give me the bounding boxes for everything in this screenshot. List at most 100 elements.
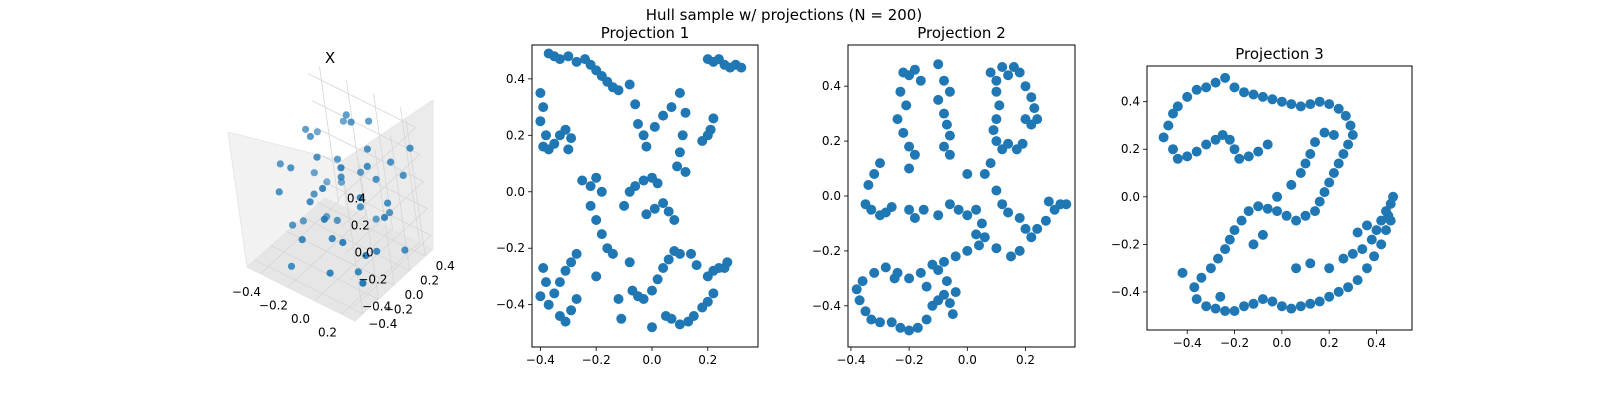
scatter-point: [1305, 298, 1316, 309]
scatter-point: [1003, 207, 1014, 218]
scatter-point: [997, 199, 1008, 210]
figure-suptitle: Hull sample w/ projections (N = 200): [646, 6, 922, 24]
scatter-point: [680, 167, 691, 177]
scatter-point-3d: [287, 262, 296, 270]
scatter-point-3d: [372, 215, 380, 223]
scatter-point: [1220, 306, 1231, 316]
scatter-point: [950, 287, 961, 298]
scatter-point: [1172, 153, 1183, 164]
scatter-point: [866, 314, 877, 325]
scatter-point: [1217, 130, 1228, 140]
scatter-point: [1314, 96, 1325, 107]
scatter-point-3d: [333, 155, 342, 163]
scatter-point: [1201, 139, 1212, 150]
scatter-point: [638, 175, 649, 186]
scatter-point: [1385, 215, 1396, 226]
scatter-point: [1177, 267, 1188, 278]
scatter-point: [1205, 263, 1216, 274]
scatter-point: [666, 313, 677, 324]
x-tick-label: −0.2: [1220, 336, 1249, 350]
scatter-point-3d: [356, 194, 364, 202]
scatter-point: [962, 169, 973, 179]
pane-floor: [246, 197, 434, 322]
grid-line-3d: [337, 127, 417, 200]
scatter-point: [1006, 251, 1016, 262]
scatter-point: [538, 102, 549, 113]
scatter-point: [649, 203, 660, 214]
z-tick-label-3d: 0.0: [355, 246, 374, 260]
scatter-point: [880, 262, 891, 273]
scatter-point-3d: [302, 125, 310, 133]
scatter-point: [1215, 291, 1226, 302]
x-tick-label: −0.2: [895, 353, 924, 367]
scatter-point: [1281, 210, 1292, 221]
scatter-point: [691, 260, 702, 271]
scatter-point-3d: [287, 164, 295, 172]
scatter-point-3d: [319, 184, 327, 193]
scatter-point-3d: [289, 221, 297, 229]
scatter-point: [886, 317, 897, 328]
scatter-point: [904, 163, 915, 174]
grid-line-3d: [301, 216, 410, 271]
scatter-point: [571, 294, 582, 304]
scatter-point: [658, 263, 669, 273]
y-tick-label: −0.2: [812, 244, 841, 258]
scatter-point: [875, 158, 885, 169]
scatter-point: [638, 130, 649, 141]
scatter-point: [1291, 263, 1302, 274]
scatter-point: [560, 124, 571, 135]
scatter-point: [554, 277, 565, 288]
scatter-point: [857, 276, 868, 287]
scatter-point: [991, 86, 1002, 97]
scatter-point: [944, 149, 955, 160]
scatter-point-3d: [406, 144, 414, 152]
scatter-point: [889, 273, 900, 284]
scatter-point: [554, 54, 565, 65]
scatter-point: [1248, 239, 1259, 250]
scatter-point: [991, 185, 1002, 196]
scatter-point: [962, 245, 973, 256]
scatter-point-3d: [333, 216, 341, 224]
scatter-point: [994, 100, 1005, 111]
scatter-point: [630, 99, 641, 110]
scatter-point: [1314, 196, 1325, 207]
scatter-point: [860, 306, 871, 317]
scatter-point: [1224, 234, 1235, 245]
scatter-point-3d: [339, 117, 347, 125]
scatter-point: [624, 257, 635, 268]
scatter-point: [933, 210, 944, 221]
grid-line-3d: [307, 73, 417, 128]
scatter-point-3d: [363, 162, 371, 170]
scatter-point: [1295, 168, 1306, 178]
scatter-point: [591, 172, 602, 183]
scatter-point: [577, 175, 588, 186]
scatter-point: [1191, 294, 1202, 305]
scatter-point-3d: [357, 168, 365, 176]
scatter-point: [1381, 225, 1391, 236]
scatter-point: [1026, 232, 1037, 243]
scatter-point-3d: [356, 203, 364, 211]
scatter-point: [1243, 151, 1254, 162]
y-tick-label: 0.2: [506, 128, 525, 142]
scatter-point: [647, 322, 657, 333]
scatter-point: [1340, 110, 1351, 121]
scatter-point-3d: [306, 198, 314, 206]
scatter-point: [566, 257, 577, 268]
scatter-point: [974, 240, 984, 251]
scatter-point: [708, 288, 719, 299]
x-tick-label-3d: 0.0: [291, 312, 310, 326]
scatter-point: [904, 141, 915, 152]
scatter-point: [674, 319, 685, 330]
scatter-point: [895, 86, 906, 97]
scatter-point: [1324, 291, 1335, 302]
points-3d: [275, 111, 414, 287]
scatter-point: [652, 178, 663, 189]
scatter-point: [892, 114, 903, 125]
scatter-point: [1229, 225, 1240, 236]
y-tick-label: 0.2: [1121, 142, 1140, 156]
scatter-point: [997, 62, 1008, 72]
scatter-point: [571, 56, 582, 67]
scatter-point: [1267, 296, 1278, 307]
scatter-point-3d: [387, 158, 395, 166]
scatter-point: [1234, 153, 1245, 164]
